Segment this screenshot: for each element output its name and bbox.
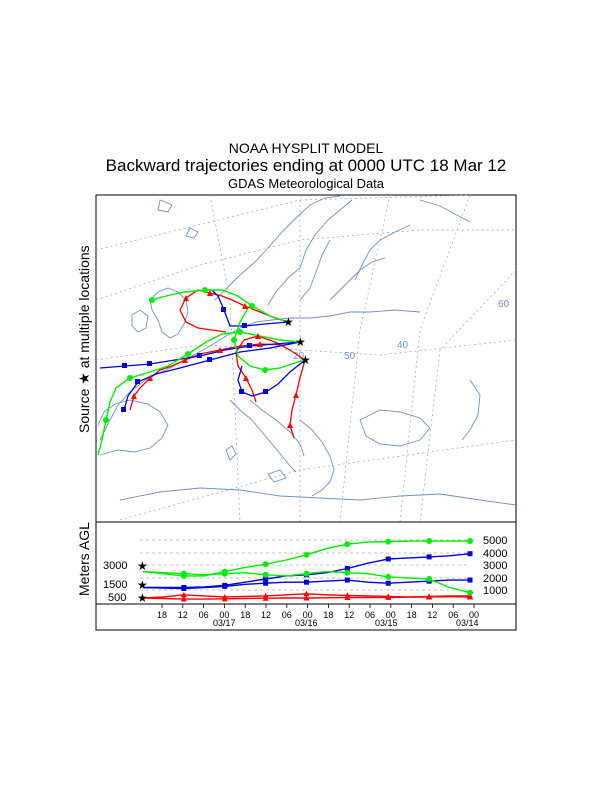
height-series-marker-0-8 xyxy=(303,595,310,601)
time-tick-label: 12 xyxy=(427,610,437,620)
height-series-marker-4-8 xyxy=(303,551,310,558)
map-green-line-1 xyxy=(151,289,289,323)
trajectory-subtitle: Backward trajectories ending at 0000 UTC… xyxy=(105,156,507,175)
source-star-1: ★ xyxy=(283,315,294,329)
date-label-0317: 03/17 xyxy=(213,618,236,628)
right-label-4000: 4000 xyxy=(483,548,507,560)
height-series-marker-3-2 xyxy=(181,584,187,590)
height-series-marker-1-12 xyxy=(385,593,392,599)
date-label-0315: 03/15 xyxy=(375,618,398,628)
time-axis-ticks: 18 12 06 00 18 12 06 00 18 12 06 00 18 12 06 00 xyxy=(157,604,479,620)
height-series-marker-5-10 xyxy=(344,569,351,576)
map-blue-line-3 xyxy=(237,359,306,397)
map-blue-line-4 xyxy=(123,341,301,411)
height-series-marker-4-14 xyxy=(426,538,433,545)
height-series-marker-5-12 xyxy=(385,573,392,580)
right-label-2000: 2000 xyxy=(483,573,507,585)
start-star-1500: ★ xyxy=(137,578,148,592)
height-series-marker-4-16 xyxy=(467,538,473,545)
height-series xyxy=(142,538,473,602)
height-series-marker-3-10 xyxy=(344,565,350,571)
height-series-marker-5-4 xyxy=(221,570,228,577)
height-series-marker-5-2 xyxy=(180,570,187,577)
time-tick-label: 18 xyxy=(407,610,417,620)
time-tick-label: 06 xyxy=(365,610,375,620)
height-series-marker-1-8 xyxy=(303,590,310,597)
map-blue-markers xyxy=(121,307,268,412)
source-star-3: ★ xyxy=(300,353,311,367)
height-series-marker-5-8 xyxy=(303,570,310,577)
height-series-marker-4-6 xyxy=(262,561,269,568)
time-tick-label: 06 xyxy=(199,610,209,620)
grid-label-40: 40 xyxy=(397,340,409,351)
time-tick-label: 06 xyxy=(448,610,458,620)
time-axis-frame xyxy=(95,603,517,631)
time-tick-label: 18 xyxy=(240,610,250,620)
height-series-marker-3-4 xyxy=(222,582,228,588)
coastlines xyxy=(97,195,516,506)
right-label-3000: 3000 xyxy=(483,560,507,572)
start-star-500: ★ xyxy=(137,591,148,605)
source-star-2: ★ xyxy=(295,335,306,349)
height-series-marker-1-2 xyxy=(180,591,187,598)
map-trajectories xyxy=(97,287,306,456)
height-series-marker-2-8 xyxy=(304,579,309,585)
data-source: GDAS Meteorological Data xyxy=(227,176,385,191)
height-series-marker-5-16 xyxy=(467,589,473,596)
time-tick-label: 18 xyxy=(157,610,167,620)
model-title: NOAA HYSPLIT MODEL xyxy=(228,140,384,156)
right-label-1000: 1000 xyxy=(483,585,507,597)
source-stars: ★ ★ ★ xyxy=(283,315,311,367)
grid-label-60: 60 xyxy=(498,299,510,310)
height-panel-frame xyxy=(95,521,517,605)
time-tick-label: 12 xyxy=(344,610,354,620)
height-series-marker-1-14 xyxy=(426,593,433,599)
time-tick-label: 06 xyxy=(282,610,292,620)
time-tick-label: 00 xyxy=(303,610,313,620)
date-label-0314: 03/14 xyxy=(456,618,479,628)
height-series-marker-2-12 xyxy=(385,580,391,586)
height-series-marker-5-14 xyxy=(426,576,433,583)
height-series-marker-3-16 xyxy=(467,551,473,557)
map-red-markers xyxy=(131,290,299,428)
height-series-marker-2-10 xyxy=(344,577,350,583)
right-label-5000: 5000 xyxy=(483,535,507,547)
left-label-1500: 1500 xyxy=(103,579,127,591)
height-series-marker-1-4 xyxy=(221,593,228,600)
height-series-marker-5-6 xyxy=(262,571,269,578)
height-series-marker-3-14 xyxy=(426,554,432,560)
time-tick-label: 00 xyxy=(386,610,396,620)
time-tick-label: 00 xyxy=(219,610,229,620)
date-label-0316: 03/16 xyxy=(295,618,318,628)
map-green-markers xyxy=(103,287,268,423)
height-series-marker-3-12 xyxy=(385,556,391,562)
time-tick-label: 00 xyxy=(469,610,479,620)
time-tick-label: 12 xyxy=(261,610,271,620)
start-star-3000: ★ xyxy=(137,559,148,573)
time-tick-label: 18 xyxy=(323,610,333,620)
height-series-marker-4-10 xyxy=(344,541,351,548)
height-series-marker-4-12 xyxy=(385,538,392,545)
map-green-line-3 xyxy=(233,307,306,371)
left-label-3000: 3000 xyxy=(103,560,127,572)
time-tick-label: 12 xyxy=(178,610,188,620)
height-series-marker-2-6 xyxy=(263,580,269,586)
height-series-marker-1-6 xyxy=(262,592,269,599)
height-series-marker-2-16 xyxy=(467,577,473,583)
map-layer xyxy=(96,195,516,522)
height-series-marker-3-6 xyxy=(263,576,269,582)
left-label-500: 500 xyxy=(108,592,126,604)
height-series-marker-0-2 xyxy=(180,596,187,602)
map-green-line-2 xyxy=(97,331,301,456)
grid-label-50: 50 xyxy=(344,351,356,362)
map-blue-line-2 xyxy=(211,289,289,327)
height-series-marker-1-10 xyxy=(344,592,351,598)
